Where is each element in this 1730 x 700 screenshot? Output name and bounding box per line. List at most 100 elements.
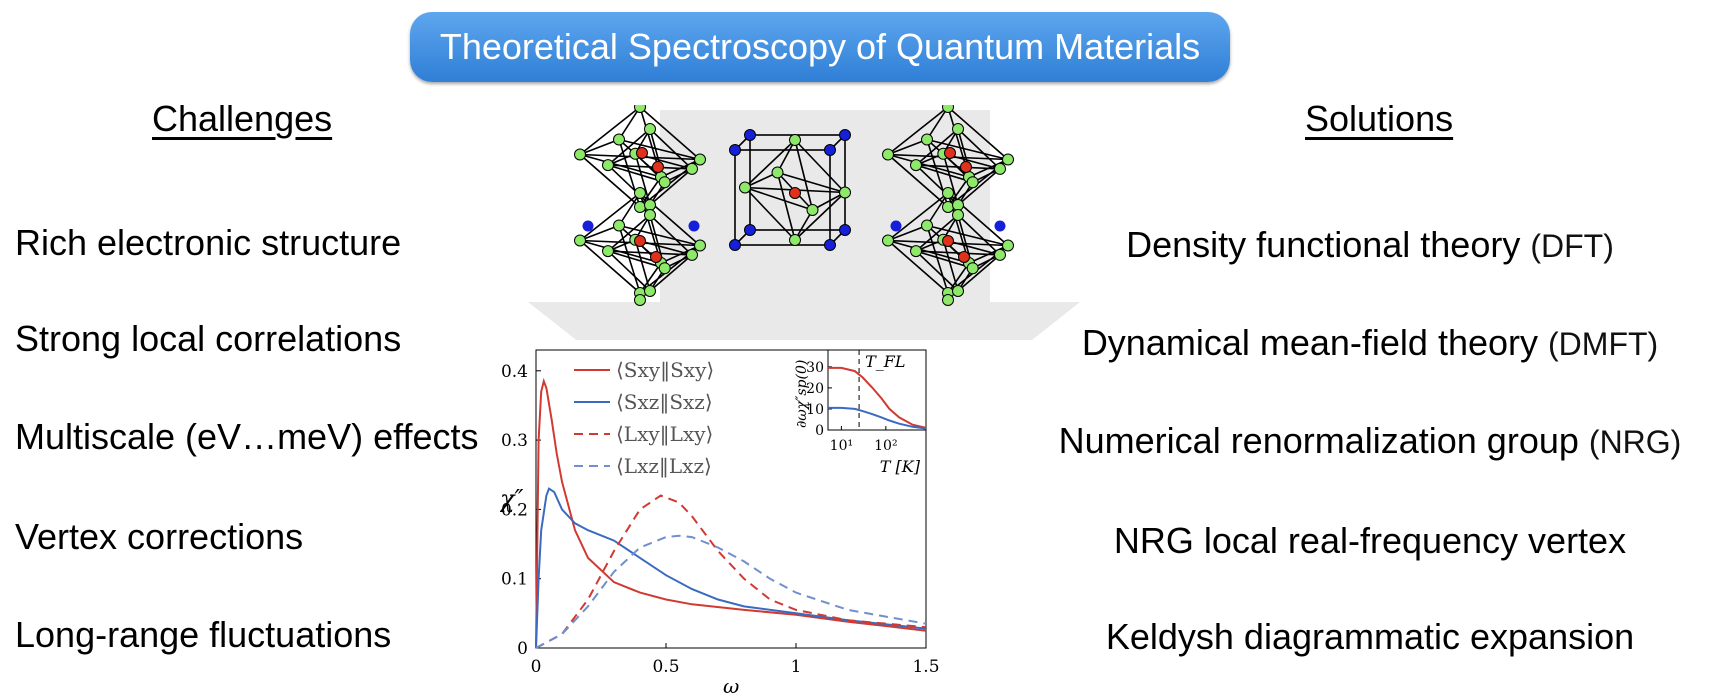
atom-icon [658, 262, 671, 275]
atom-icon [958, 251, 970, 263]
solution-abbr: (DFT) [1530, 228, 1614, 264]
atom-icon [789, 134, 801, 146]
solution-item: Dynamical mean-field theory (DMFT) [1000, 322, 1730, 364]
atom-icon [694, 153, 706, 166]
solution-item: Density functional theory (DFT) [1000, 224, 1730, 266]
solution-abbr: (DMFT) [1548, 326, 1659, 362]
y-tick-label: 0.1 [501, 570, 528, 590]
atom-blue-icon [994, 220, 1006, 232]
atom-icon [744, 129, 756, 141]
x-tick-label: 0 [531, 657, 542, 677]
solution-text: Numerical renormalization group [1058, 420, 1579, 461]
y-axis-label: χ″ [500, 485, 524, 513]
inset-y-tick-label: 20 [806, 381, 824, 397]
atom-blue-icon [688, 220, 700, 232]
atom-icon [1002, 239, 1014, 252]
inset-x-tick-label: 10² [874, 438, 897, 454]
inset-y-label: ∂ωχ″sp(0) [794, 360, 810, 428]
atom-icon [942, 235, 954, 247]
atom-icon [839, 224, 851, 236]
challenges-heading: Challenges [152, 98, 333, 139]
inset-title: T_FL [865, 352, 905, 371]
atom-icon [952, 209, 964, 221]
atom-icon [634, 294, 646, 306]
atom-icon [652, 161, 664, 173]
susceptibility-chart: χ″ ω 0 0.5 1 1.5 0 0.1 0.2 0.3 0.4 ⟨Sxy‖Sxy⟩ ⟨Sxz… [500, 340, 1040, 700]
inset-series-line-1 [828, 366, 927, 429]
atom-icon [994, 162, 1006, 175]
atom-icon [636, 147, 648, 159]
atom-icon [744, 224, 756, 236]
atom-icon [650, 251, 662, 263]
y-tick-label: 0.4 [501, 362, 528, 382]
title-banner: Theoretical Spectroscopy of Quantum Mate… [410, 12, 1230, 82]
atom-icon [806, 204, 819, 216]
atom-icon [613, 219, 625, 232]
atom-icon [882, 234, 894, 247]
atom-icon [942, 105, 954, 113]
atom-icon [574, 234, 586, 247]
atom-icon [789, 234, 801, 246]
atom-icon [686, 248, 698, 261]
series-line-1 [535, 377, 927, 649]
atom-icon [771, 166, 784, 179]
atom-icon [644, 123, 656, 135]
atom-icon [966, 262, 979, 275]
atom-icon [634, 235, 646, 247]
challenge-item: Multiscale (eV…meV) effects [15, 416, 479, 457]
atom-icon [634, 201, 646, 213]
series-line-2 [535, 487, 927, 649]
series-line-3 [535, 494, 927, 649]
challenge-item: Long-range fluctuations [15, 614, 392, 655]
y-tick-label: 0 [517, 639, 528, 659]
atom-icon [839, 186, 851, 199]
y-tick-label: 0.3 [501, 431, 528, 451]
inset-series-line-2 [828, 406, 927, 430]
atom-icon [910, 159, 922, 172]
atom-icon [942, 187, 954, 199]
challenge-item: Vertex corrections [15, 516, 304, 557]
atom-icon [686, 162, 698, 175]
atom-icon [634, 187, 646, 199]
atom-icon [921, 219, 933, 232]
atom-icon [644, 285, 656, 297]
legend-label: ⟨Sxz‖Sxz⟩ [616, 390, 713, 415]
atom-icon [960, 161, 972, 173]
solution-abbr: (NRG) [1588, 424, 1682, 460]
atom-icon [602, 245, 614, 258]
atom-icon [1002, 153, 1014, 166]
inset-x-tick-label: 10¹ [830, 438, 853, 454]
solution-text: Keldysh diagrammatic expansion [1105, 616, 1635, 657]
crystal-structure-left [574, 105, 706, 306]
legend-label: ⟨Lxz‖Lxz⟩ [616, 454, 712, 479]
inset-y-tick-label: 0 [815, 423, 824, 439]
atom-icon [634, 105, 646, 113]
x-tick-label: 0.5 [652, 657, 679, 677]
challenge-item: Rich electronic structure [15, 222, 402, 263]
atom-icon [694, 239, 706, 252]
x-tick-label: 1 [791, 657, 802, 677]
solution-item: NRG local real-frequency vertex [1000, 520, 1730, 562]
atom-icon [994, 248, 1006, 261]
atom-icon [658, 176, 671, 189]
solution-text: Density functional theory [1126, 224, 1521, 265]
atom-icon [789, 187, 801, 199]
y-tick-label: 0.2 [501, 500, 528, 520]
atom-icon [882, 148, 894, 161]
legend-label: ⟨Lxy‖Lxy⟩ [616, 422, 713, 447]
atom-icon [644, 209, 656, 221]
atom-icon [602, 159, 614, 172]
atom-icon [921, 133, 933, 146]
atom-icon [739, 181, 751, 194]
crystal-structure-right [882, 105, 1014, 306]
atom-icon [729, 239, 741, 251]
atom-icon [613, 133, 625, 146]
challenge-item: Strong local correlations [15, 318, 402, 359]
plot-frame [535, 349, 927, 649]
atom-icon [574, 148, 586, 161]
atom-blue-icon [890, 220, 902, 232]
atom-icon [839, 129, 851, 141]
x-axis-label: ω [723, 674, 739, 698]
atom-icon [824, 144, 836, 156]
legend-label: ⟨Sxy‖Sxy⟩ [616, 358, 714, 383]
